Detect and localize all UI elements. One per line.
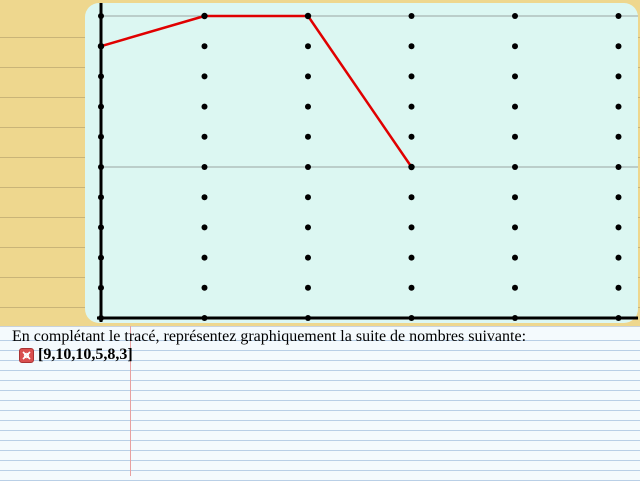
- grid-dot: [201, 103, 208, 110]
- grid-dot: [408, 73, 415, 80]
- grid-dot: [512, 224, 518, 231]
- grid-dot: [512, 284, 518, 291]
- grid-dot: [408, 103, 415, 110]
- graph-board[interactable]: [85, 3, 638, 323]
- grid-dot: [615, 43, 622, 50]
- grid-dot: [201, 73, 208, 80]
- grid-dot: [201, 194, 208, 201]
- grid-dot: [615, 224, 622, 231]
- grid-dot: [615, 284, 622, 291]
- grid-dot: [305, 164, 311, 170]
- drawn-trace-line: [100, 14, 413, 168]
- grid-dot: [201, 133, 208, 140]
- grid-dot: [408, 43, 415, 50]
- trace-point: [304, 12, 312, 20]
- grid-dot: [408, 254, 415, 261]
- wrong-answer-icon: [19, 347, 34, 363]
- trace-point: [97, 43, 105, 50]
- grid-dot: [98, 73, 104, 80]
- grid-dot: [98, 164, 104, 170]
- grid-dot: [615, 73, 622, 80]
- grid-dot: [98, 103, 104, 110]
- grid-dot: [512, 43, 518, 50]
- grid-dot: [408, 13, 415, 19]
- grid-dot: [408, 194, 415, 201]
- grid-dot: [408, 315, 415, 321]
- grid-dot: [98, 315, 104, 321]
- grid-dot: [201, 164, 208, 170]
- grid-dot: [615, 194, 622, 201]
- instruction-text: En complétant le tracé, représentez grap…: [12, 328, 527, 345]
- trace-point: [408, 163, 415, 171]
- sequence-text: [9,10,10,5,8,3]: [38, 346, 133, 363]
- grid-dot: [305, 73, 311, 80]
- grid-dot: [98, 284, 104, 291]
- grid-dot: [615, 103, 622, 110]
- grid-dot: [305, 194, 311, 201]
- grid-dot: [305, 254, 311, 261]
- grid-dot: [512, 13, 518, 19]
- grid-dot: [201, 315, 208, 321]
- graph-canvas[interactable]: [85, 3, 638, 325]
- grid-dot: [98, 224, 104, 231]
- grid-dot: [305, 43, 311, 50]
- grid-dot: [305, 315, 311, 321]
- grid-dot: [305, 284, 311, 291]
- grid-dot: [305, 224, 311, 231]
- grid-dot: [98, 133, 104, 140]
- grid-dot: [408, 133, 415, 140]
- grid-dot: [98, 254, 104, 261]
- trace-point: [201, 12, 208, 20]
- grid-dot: [408, 224, 415, 231]
- grid-dot: [615, 133, 622, 140]
- grid-dot: [201, 43, 208, 50]
- instruction-paper: [0, 326, 640, 481]
- grid-dot: [615, 13, 622, 19]
- grid-dot: [512, 133, 518, 140]
- grid-dot: [615, 164, 622, 170]
- grid-dot: [512, 103, 518, 110]
- grid-dot: [615, 254, 622, 261]
- grid-dot: [305, 133, 311, 140]
- paper-margin-line: [130, 326, 131, 476]
- grid-dot: [512, 164, 518, 170]
- grid-dot: [201, 224, 208, 231]
- grid-dot: [201, 254, 208, 261]
- grid-dot: [305, 103, 311, 110]
- grid-dot: [201, 284, 208, 291]
- grid-dot: [512, 73, 518, 80]
- grid-dot: [512, 254, 518, 261]
- grid-dot: [98, 13, 104, 19]
- sequence-row: [9,10,10,5,8,3]: [19, 346, 133, 364]
- grid-dot: [98, 194, 104, 201]
- grid-dot: [512, 194, 518, 201]
- grid-dot: [408, 284, 415, 291]
- grid-dot: [615, 315, 622, 321]
- grid-dot: [512, 315, 518, 321]
